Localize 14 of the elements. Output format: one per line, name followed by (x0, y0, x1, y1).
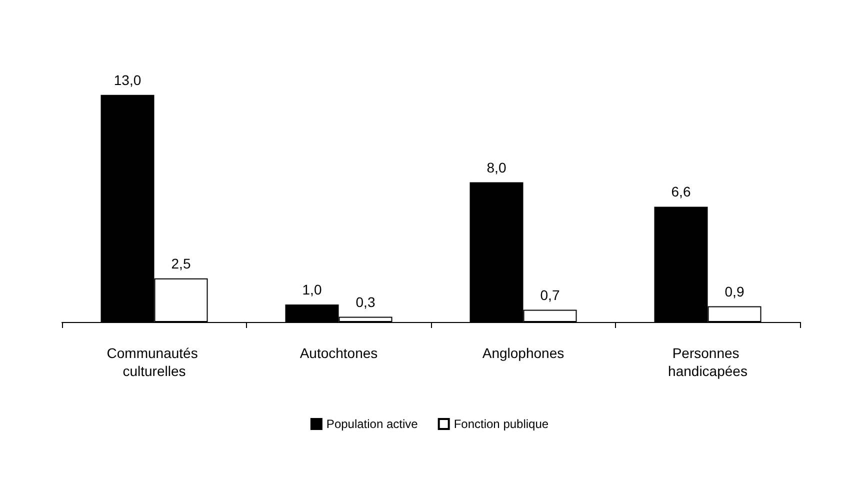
data-label: 1,0 (302, 282, 322, 298)
data-label: 0,3 (356, 294, 376, 310)
data-label: 2,5 (171, 255, 191, 272)
x-tick-label: Autochtones (300, 345, 378, 361)
data-label: 0,9 (724, 283, 744, 300)
data-label: 6,6 (671, 184, 691, 200)
legend-label: Population active (326, 417, 418, 431)
x-tick-label: Communautés culturelles (106, 345, 202, 379)
data-label: 8,0 (486, 159, 506, 176)
data-label: 13,0 (114, 72, 142, 88)
data-label: 0,7 (540, 286, 560, 303)
x-tick-label: Anglophones (482, 345, 564, 361)
legend-label: Fonction publique (454, 417, 549, 431)
x-tick-label: Personnes handicapées (668, 345, 748, 379)
